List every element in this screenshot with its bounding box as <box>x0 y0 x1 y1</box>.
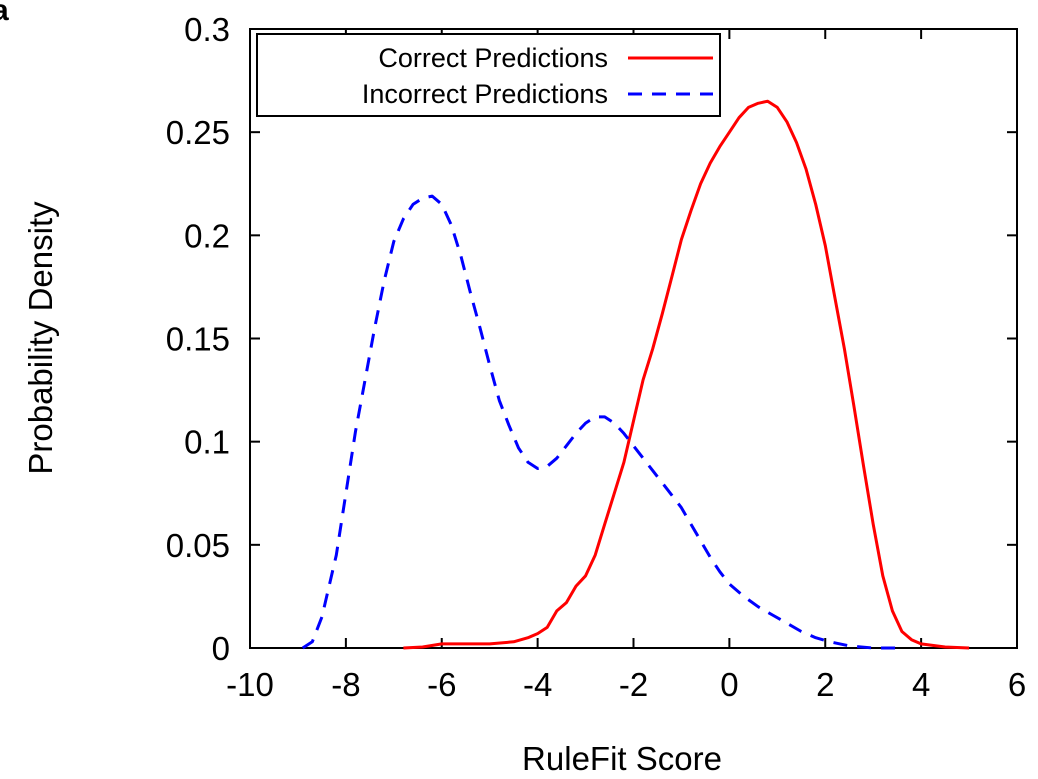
series-layer <box>301 99 970 650</box>
y-axis-ticks: 0 0.05 0.1 0.15 0.2 0.25 0.3 <box>166 11 1017 667</box>
legend: Correct Predictions Incorrect Prediction… <box>256 33 721 117</box>
x-axis-ticks: -10 -8 -6 -4 -2 0 2 4 6 <box>226 29 1026 703</box>
y-axis-title: Probability Density <box>22 201 59 475</box>
x-tick-label: -8 <box>331 666 360 703</box>
y-tick-label: 0.15 <box>166 321 230 358</box>
corner-mark: a <box>0 0 9 27</box>
x-axis-title: RuleFit Score <box>522 740 722 777</box>
series-line-incorrect <box>301 194 898 650</box>
x-tick-label: -4 <box>523 666 552 703</box>
x-tick-label: 2 <box>816 666 834 703</box>
x-tick-label: -6 <box>427 666 456 703</box>
y-tick-label: 0 <box>212 630 230 667</box>
y-tick-label: 0.05 <box>166 527 230 564</box>
y-tick-label: 0.2 <box>184 217 230 254</box>
x-tick-label: -10 <box>226 666 274 703</box>
y-tick-label: 0.3 <box>184 11 230 48</box>
x-tick-label: 6 <box>1008 666 1026 703</box>
legend-label-incorrect: Incorrect Predictions <box>362 79 608 109</box>
y-tick-label: 0.1 <box>184 424 230 461</box>
y-tick-label: 0.25 <box>166 114 230 151</box>
plot-border <box>249 28 1018 649</box>
x-tick-label: -2 <box>619 666 648 703</box>
series-line-correct <box>403 99 970 650</box>
legend-label-correct: Correct Predictions <box>378 43 608 73</box>
x-tick-label: 4 <box>912 666 930 703</box>
plot-frame <box>249 28 1018 649</box>
legend-box <box>256 33 721 117</box>
x-tick-label: 0 <box>720 666 738 703</box>
